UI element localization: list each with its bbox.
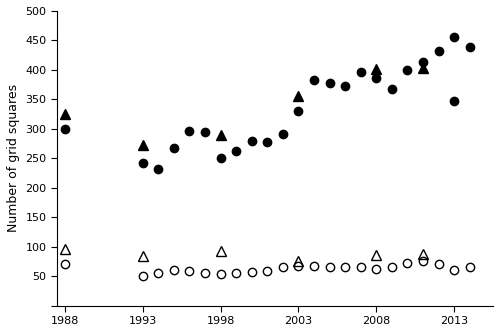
Y-axis label: Number of grid squares: Number of grid squares bbox=[7, 84, 20, 232]
